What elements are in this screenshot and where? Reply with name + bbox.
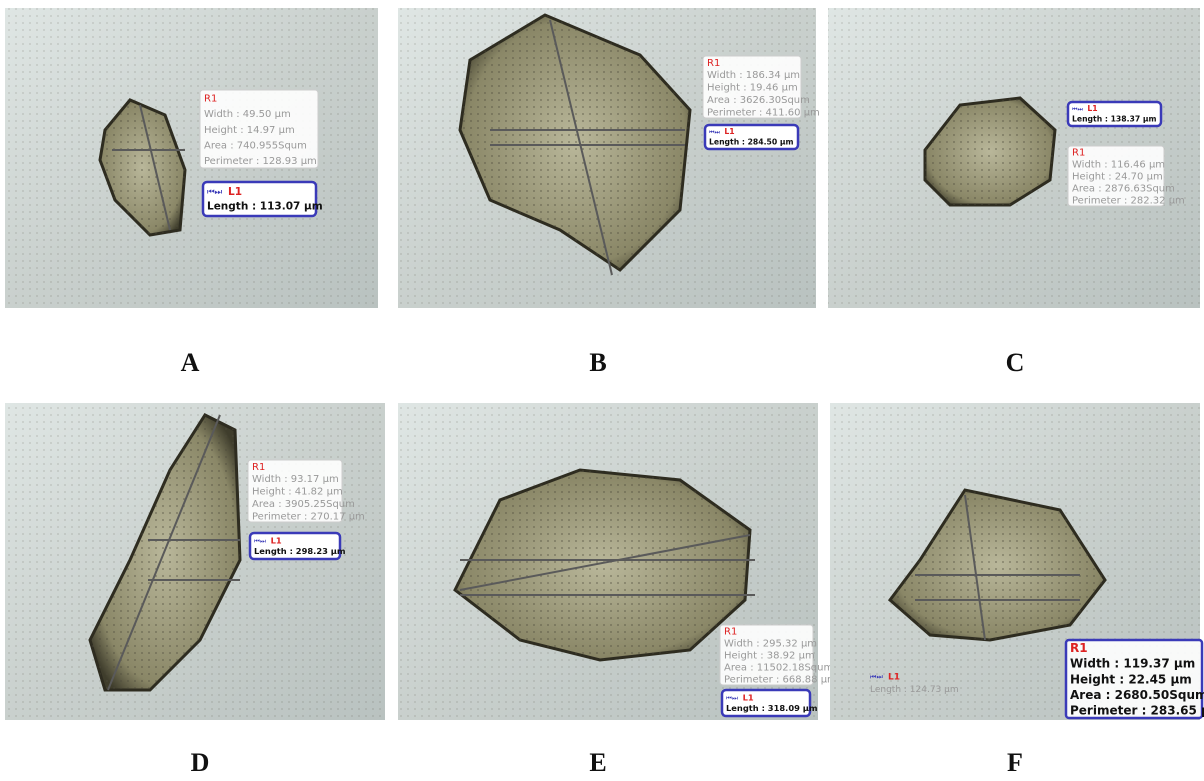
r1-measurement: Width : 186.34 µm [707, 70, 800, 81]
r1-measurement: Perimeter : 282.32 µm [1072, 196, 1185, 207]
l1-length: Length : 284.50 µm [709, 137, 794, 146]
r1-measurement: Width : 295.32 µm [724, 639, 817, 650]
r1-measurement: Area : 2876.63Squm [1072, 184, 1175, 195]
r1-measurement: Width : 119.37 µm [1070, 657, 1195, 671]
l1-icon: ⏮⏭ [726, 694, 738, 702]
l1-icon: ⏮⏭ [1072, 106, 1084, 113]
l1-title: L1 [271, 535, 282, 545]
r1-measurement: Area : 740.955Squm [204, 140, 307, 151]
panel-label: D [191, 748, 210, 777]
r1-measurement: Height : 38.92 µm [724, 651, 815, 662]
r1-measurement: Area : 2680.50Squm [1070, 688, 1204, 702]
r1-measurement: Perimeter : 128.93 µm [204, 156, 317, 167]
l1-title: L1 [888, 673, 900, 683]
l1-title: L1 [1087, 104, 1097, 113]
l1-icon: ⏮⏭ [709, 129, 721, 136]
micrograph-panel: R1 Width : 49.50 µm Height : 14.97 µm Area … [5, 8, 378, 308]
r1-measurement: Perimeter : 668.88 µm [724, 675, 837, 686]
r1-measurement: Height : 41.82 µm [252, 487, 343, 498]
l1-length: Length : 113.07 µm [207, 200, 323, 212]
r1-title: R1 [724, 627, 737, 638]
l1-title: L1 [228, 186, 242, 198]
panel-label: A [181, 348, 200, 377]
l1-length: Length : 138.37 µm [1072, 114, 1157, 123]
r1-measurement: Area : 11502.18Squm [724, 663, 833, 674]
r1-measurement: Height : 24.70 µm [1072, 172, 1163, 183]
panel-label: F [1007, 748, 1023, 777]
r1-measurement: Width : 93.17 µm [252, 474, 339, 485]
l1-length: Length : 124.73 µm [870, 685, 959, 695]
r1-measurement: Height : 22.45 µm [1070, 672, 1192, 686]
r1-measurement: Perimeter : 283.65 µm [1070, 703, 1204, 717]
panel-label: C [1006, 348, 1025, 377]
r1-measurement: Width : 116.46 µm [1072, 160, 1165, 171]
r1-title: R1 [204, 94, 217, 105]
l1-length: Length : 298.23 µm [254, 546, 346, 556]
l1-title: L1 [724, 127, 734, 136]
l1-icon: ⏮⏭ [254, 537, 266, 545]
r1-measurement: Perimeter : 411.60 µm [707, 107, 820, 118]
figure: R1 Width : 49.50 µm Height : 14.97 µm Area … [0, 0, 1204, 781]
r1-title: R1 [1072, 148, 1085, 159]
l1-length: Length : 318.09 µm [726, 703, 818, 713]
r1-measurement: Area : 3626.30Squm [707, 95, 810, 106]
l1-title: L1 [743, 692, 754, 702]
r1-title: R1 [707, 58, 720, 69]
l1-icon: ⏮⏭ [207, 187, 222, 197]
r1-measurement: Height : 19.46 µm [707, 83, 798, 94]
r1-measurement: Perimeter : 270.17 µm [252, 511, 365, 522]
r1-measurement: Width : 49.50 µm [204, 109, 291, 120]
panel-label: B [589, 348, 606, 377]
r1-measurement: Area : 3905.25Squm [252, 499, 355, 510]
l1-icon: ⏮⏭ [870, 672, 883, 681]
panel-label: E [589, 748, 606, 777]
r1-measurement: Height : 14.97 µm [204, 125, 295, 136]
r1-title: R1 [1070, 641, 1088, 655]
r1-title: R1 [252, 462, 265, 473]
micrograph-texture [5, 8, 378, 308]
